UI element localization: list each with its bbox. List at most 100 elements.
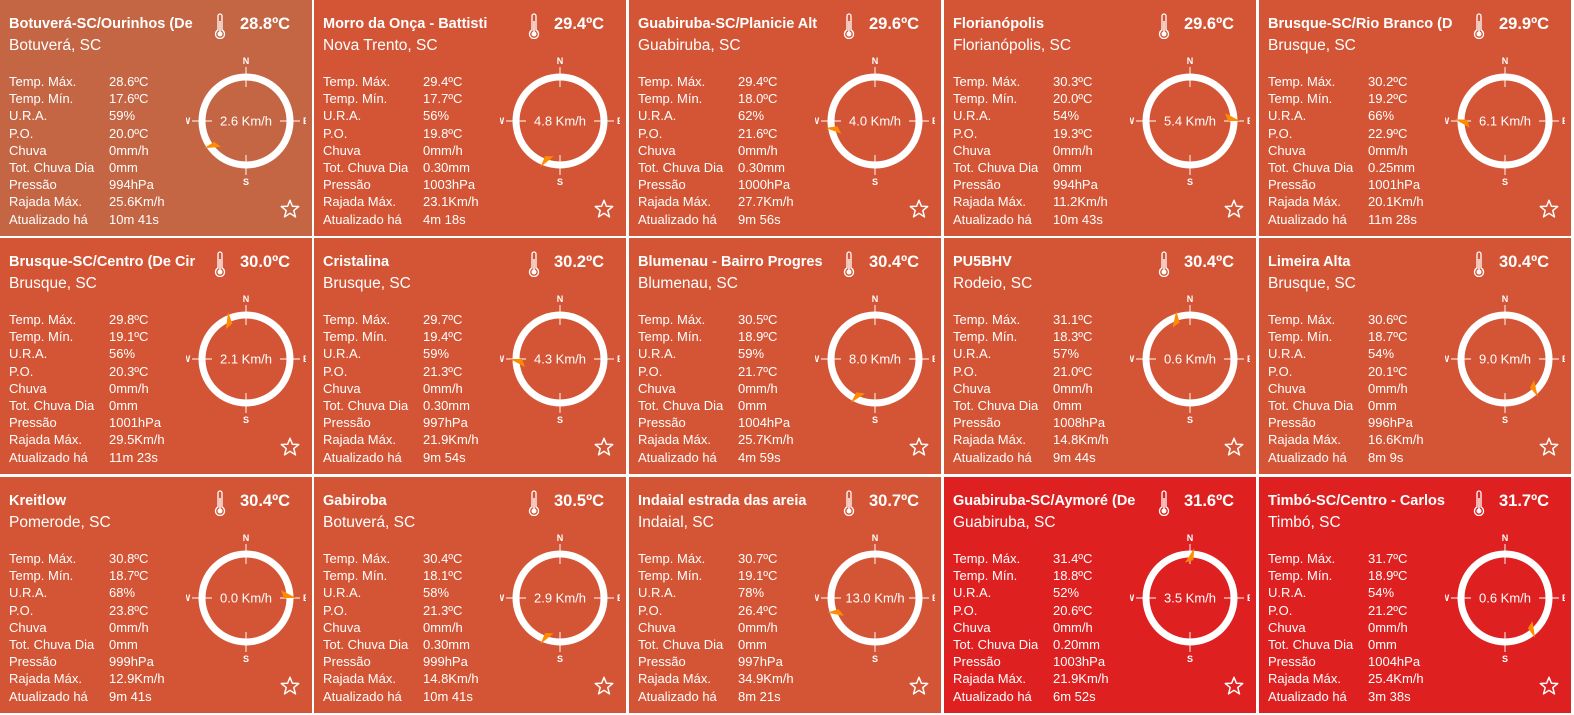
row-label: U.R.A. <box>9 585 48 601</box>
data-row-tmax: Temp. Máx. 30.8ºC <box>9 550 165 567</box>
data-row-raj: Rajada Máx. 14.8Km/h <box>953 431 1109 448</box>
row-value: 21.9Km/h <box>423 432 479 448</box>
data-row-tmin: Temp. Mín. 19.2ºC <box>1268 90 1424 107</box>
favorite-star-icon[interactable] <box>593 198 615 220</box>
row-label: U.R.A. <box>638 346 677 362</box>
station-name[interactable]: PU5BHV <box>953 254 1012 270</box>
favorite-star-icon[interactable] <box>908 436 930 458</box>
row-label: U.R.A. <box>9 346 48 362</box>
row-label: Chuva <box>9 142 47 158</box>
station-name[interactable]: Kreitlow <box>9 493 67 509</box>
station-card[interactable]: Timbó-SC/Centro - Carlos 31.7ºC Timbó, S… <box>1259 477 1571 713</box>
favorite-star-icon[interactable] <box>593 675 615 697</box>
data-row-po: P.O. 23.8ºC <box>9 602 165 619</box>
row-label: Chuva <box>638 142 676 158</box>
station-name[interactable]: Timbó-SC/Centro - Carlos <box>1268 493 1445 509</box>
favorite-star-icon[interactable] <box>1223 675 1245 697</box>
station-card[interactable]: Brusque-SC/Centro (De Cir 30.0ºC Brusque… <box>0 238 312 474</box>
wind-direction-arrow <box>540 155 554 168</box>
row-value: 0mm <box>1368 637 1397 653</box>
row-value: 1001hPa <box>1368 177 1421 193</box>
station-card[interactable]: Gabiroba 30.5ºC Botuverá, SC Temp. Máx. 3… <box>314 477 626 713</box>
station-name[interactable]: Botuverá-SC/Ourinhos (De <box>9 16 193 32</box>
station-name[interactable]: Guabiruba-SC/Aymoré (De <box>953 493 1136 509</box>
station-location: Timbó, SC <box>1268 514 1341 531</box>
row-value: 0mm/h <box>423 619 463 635</box>
wind-direction-arrow <box>510 359 525 367</box>
compass-e: E <box>303 593 306 603</box>
compass-n: N <box>1187 533 1194 543</box>
compass-n: N <box>872 294 879 304</box>
station-card[interactable]: Blumenau - Bairro Progres 30.4ºC Blumena… <box>629 238 941 474</box>
station-name[interactable]: Florianópolis <box>953 16 1045 32</box>
row-value: 20.3ºC <box>109 363 149 379</box>
station-card[interactable]: Indaial estrada das areia 30.7ºC Indaial… <box>629 477 941 713</box>
station-name[interactable]: Morro da Onça - Battisti <box>323 16 488 32</box>
data-row-tot: Tot. Chuva Dia 0.20mm <box>953 636 1109 653</box>
row-label: U.R.A. <box>323 108 362 124</box>
row-value: 57% <box>1053 346 1080 362</box>
station-name[interactable]: Cristalina <box>323 254 390 270</box>
station-data-table: Temp. Máx. 31.1ºC Temp. Mín. 18.3ºC U.R.A. 57… <box>953 311 1109 466</box>
row-label: Rajada Máx. <box>1268 432 1341 448</box>
row-value: 62% <box>738 108 765 124</box>
data-row-raj: Rajada Máx. 34.9Km/h <box>638 670 794 687</box>
data-row-tmax: Temp. Máx. 29.4ºC <box>638 73 794 90</box>
data-row-ura: U.R.A. 59% <box>638 345 794 362</box>
row-label: Pressão <box>638 415 686 431</box>
data-row-tot: Tot. Chuva Dia 0.30mm <box>323 397 479 414</box>
station-name[interactable]: Brusque-SC/Rio Branco (D <box>1268 16 1453 32</box>
row-label: Temp. Máx. <box>953 74 1021 89</box>
row-label: Atualizado há <box>638 211 717 227</box>
station-name[interactable]: Guabiruba-SC/Planicie Alt <box>638 16 818 32</box>
station-card[interactable]: Brusque-SC/Rio Branco (D 29.9ºC Brusque,… <box>1259 0 1571 236</box>
station-card[interactable]: Florianópolis 29.6ºC Florianópolis, SC T… <box>944 0 1256 236</box>
favorite-star-icon[interactable] <box>1538 198 1560 220</box>
station-card[interactable]: Kreitlow 30.4ºC Pomerode, SC Temp. Máx. 3… <box>0 477 312 713</box>
favorite-star-icon[interactable] <box>279 436 301 458</box>
station-card[interactable]: Guabiruba-SC/Aymoré (De 31.6ºC Guabiruba… <box>944 477 1256 713</box>
data-row-tmax: Temp. Máx. 29.8ºC <box>9 311 165 328</box>
station-name[interactable]: Gabiroba <box>323 493 387 509</box>
favorite-star-icon[interactable] <box>279 198 301 220</box>
compass-s: S <box>872 177 878 187</box>
station-data-table: Temp. Máx. 30.3ºC Temp. Mín. 20.0ºC U.R.A. 54… <box>953 73 1108 228</box>
station-card[interactable]: Limeira Alta 30.4ºC Brusque, SC Temp. Má… <box>1259 238 1571 474</box>
data-row-tot: Tot. Chuva Dia 0.30mm <box>323 159 479 176</box>
row-value: 18.1ºC <box>423 568 463 584</box>
station-name[interactable]: Brusque-SC/Centro (De Cir <box>9 254 196 270</box>
station-name[interactable]: Blumenau - Bairro Progres <box>638 254 823 270</box>
station-card[interactable]: Morro da Onça - Battisti 29.4ºC Nova Tre… <box>314 0 626 236</box>
favorite-star-icon[interactable] <box>279 675 301 697</box>
row-label: Temp. Máx. <box>953 312 1021 327</box>
favorite-star-icon[interactable] <box>1538 675 1560 697</box>
favorite-star-icon[interactable] <box>1223 436 1245 458</box>
favorite-star-icon[interactable] <box>908 675 930 697</box>
row-value: 0mm/h <box>1053 142 1093 158</box>
row-value: 29.7ºC <box>423 312 463 327</box>
row-value: 0.30mm <box>738 160 785 176</box>
row-value: 18.7ºC <box>1368 329 1408 345</box>
station-card[interactable]: PU5BHV 30.4ºC Rodeio, SC Temp. Máx. 31.1º… <box>944 238 1256 474</box>
compass-e: E <box>303 116 306 126</box>
station-name[interactable]: Indaial estrada das areia <box>638 493 807 509</box>
favorite-star-icon[interactable] <box>1223 198 1245 220</box>
row-value: 29.4ºC <box>738 74 778 89</box>
station-name[interactable]: Limeira Alta <box>1268 254 1351 270</box>
row-value: 0mm/h <box>1053 619 1093 635</box>
row-value: 1004hPa <box>1368 654 1421 670</box>
station-card[interactable]: Guabiruba-SC/Planicie Alt 29.6ºC Guabiru… <box>629 0 941 236</box>
row-label: Temp. Mín. <box>953 329 1018 345</box>
favorite-star-icon[interactable] <box>908 198 930 220</box>
current-temperature: 30.4ºC <box>1499 253 1550 271</box>
row-value: 30.5ºC <box>738 312 778 327</box>
row-label: Atualizado há <box>9 211 88 227</box>
station-card[interactable]: Botuverá-SC/Ourinhos (De 28.8ºC Botuverá… <box>0 0 312 236</box>
favorite-star-icon[interactable] <box>593 436 615 458</box>
row-value: 10m 41s <box>423 688 473 704</box>
favorite-star-icon[interactable] <box>1538 436 1560 458</box>
station-card[interactable]: Cristalina 30.2ºC Brusque, SC Temp. Máx.… <box>314 238 626 474</box>
compass-n: N <box>557 56 564 66</box>
compass-n: N <box>1502 294 1509 304</box>
row-label: P.O. <box>323 125 348 141</box>
